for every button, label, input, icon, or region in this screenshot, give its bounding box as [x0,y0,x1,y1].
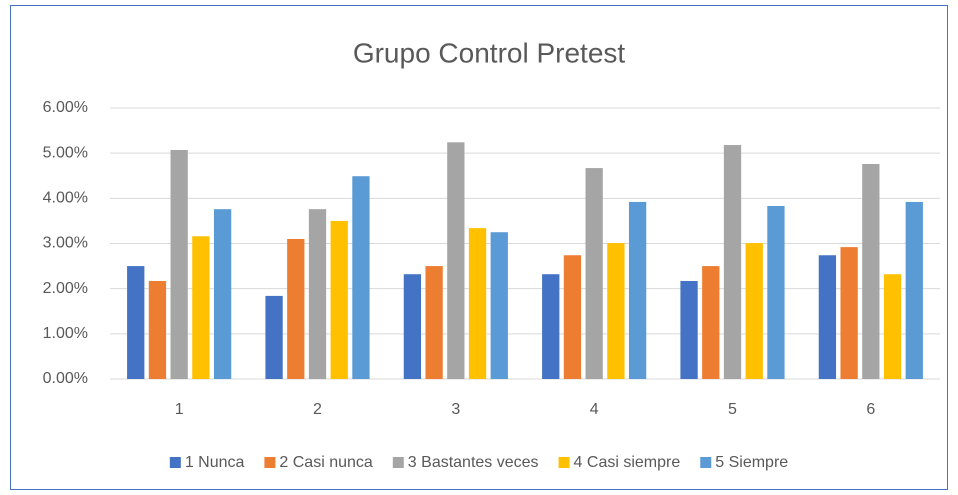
y-tick-label: 4.00% [43,190,88,207]
bar [403,274,422,379]
y-tick-label: 1.00% [43,325,88,342]
legend-swatch [392,457,404,468]
bar [425,266,443,379]
bar [127,266,145,379]
bar [680,280,698,379]
bar [213,209,232,379]
legend-label: 1 Nunca [185,454,245,471]
bar [840,247,858,379]
legend-label: 3 Bastantes veces [408,454,539,471]
x-tick-label: 3 [451,401,460,418]
legend-swatch [700,457,712,468]
bar [468,228,487,379]
legend-label: 5 Siempre [715,454,788,471]
chart-title: Grupo Control Pretest [353,37,626,68]
y-tick-label: 0.00% [43,370,88,387]
x-tick-label: 6 [866,401,875,418]
x-tick-label: 4 [590,401,599,418]
bar [265,295,283,379]
bar [818,255,837,379]
legend-swatch [558,457,570,468]
bar [607,243,625,379]
legend-label: 4 Casi siempre [574,454,681,471]
bar [308,209,327,379]
bar [905,201,923,379]
bar [563,255,582,379]
bar [192,236,210,379]
bar [767,206,785,379]
bar [702,266,720,379]
legend-label: 2 Casi nunca [279,454,372,471]
y-tick-label: 6.00% [43,99,88,116]
x-tick-label: 5 [728,401,737,418]
bar [745,243,763,379]
bar [862,164,880,379]
bar [490,232,508,379]
x-tick-label: 2 [313,401,322,418]
legend-swatch [169,457,181,468]
legend-swatch [264,457,276,468]
bar [352,176,370,379]
bar [330,220,348,379]
bar [883,274,902,379]
y-tick-label: 3.00% [43,235,88,252]
bar [287,238,305,379]
bar [628,201,647,379]
x-tick-label: 1 [175,401,184,418]
y-tick-label: 5.00% [43,144,88,161]
bar [542,274,560,379]
bar [723,145,742,379]
bar [585,168,603,379]
bar [170,150,188,379]
bar [447,142,465,379]
bar [148,280,167,379]
y-tick-label: 2.00% [43,280,88,297]
